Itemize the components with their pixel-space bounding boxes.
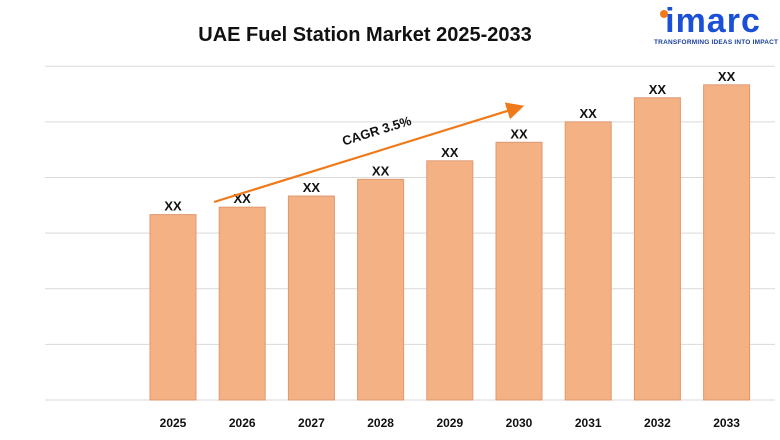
logo-dot bbox=[660, 10, 668, 18]
bar-2032 bbox=[633, 97, 681, 401]
data-label: XX bbox=[510, 126, 528, 141]
x-tick-label: 2026 bbox=[229, 416, 256, 430]
logo-wordmark: imarc bbox=[665, 2, 761, 40]
bar-2027 bbox=[287, 195, 335, 401]
bars bbox=[149, 84, 751, 401]
x-tick-label: 2027 bbox=[298, 416, 325, 430]
data-label: XX bbox=[372, 163, 390, 178]
bar-2033 bbox=[703, 84, 751, 401]
bar-2026 bbox=[218, 206, 266, 401]
bar-2025 bbox=[149, 214, 197, 401]
x-tick-label: 2032 bbox=[644, 416, 671, 430]
x-tick-label: 2030 bbox=[506, 416, 533, 430]
bar-2029 bbox=[426, 160, 474, 401]
bar-2031 bbox=[564, 121, 612, 401]
x-tick-label: 2033 bbox=[713, 416, 740, 430]
x-tick-label: 2031 bbox=[575, 416, 602, 430]
data-label: XX bbox=[718, 69, 736, 84]
chart-title: UAE Fuel Station Market 2025-2033 bbox=[198, 24, 532, 46]
data-label: XX bbox=[649, 82, 667, 97]
x-tick-label: 2029 bbox=[436, 416, 463, 430]
x-tick-label: 2028 bbox=[367, 416, 394, 430]
cagr-arrow bbox=[213, 102, 525, 204]
imarc-logo: imarc TRANSFORMING IDEAS INTO IMPACT bbox=[654, 2, 779, 46]
bar-2028 bbox=[357, 178, 405, 401]
data-label: XX bbox=[441, 145, 459, 160]
x-tick-label: 2025 bbox=[160, 416, 187, 430]
data-label: XX bbox=[164, 199, 182, 214]
data-label: XX bbox=[580, 106, 598, 121]
x-tick-labels: 2025 2026 2027 2028 2029 2030 2031 2032 2033 bbox=[160, 416, 741, 430]
logo-tagline: TRANSFORMING IDEAS INTO IMPACT bbox=[654, 39, 779, 46]
bar-2030 bbox=[495, 141, 543, 401]
data-label: XX bbox=[303, 180, 321, 195]
